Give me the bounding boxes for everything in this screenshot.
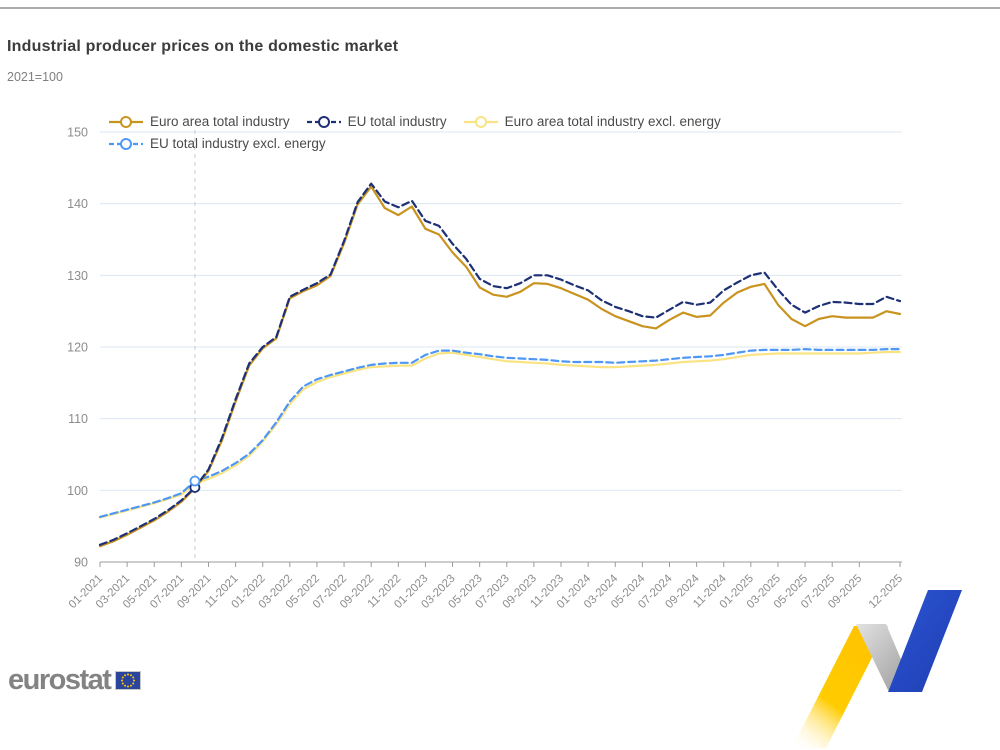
y-tick-label: 150: [67, 126, 88, 140]
y-tick-label: 100: [67, 484, 88, 498]
legend-label: Euro area total industry excl. energy: [504, 114, 721, 129]
legend-marker-icon: [109, 115, 143, 128]
legend-item-euro-area-total-industry-excl-energy[interactable]: Euro area total industry excl. energy: [463, 114, 721, 129]
eurostat-ribbon-graphic: [792, 590, 962, 748]
y-tick-label: 110: [68, 412, 88, 426]
eu-flag-icon: [115, 671, 142, 690]
series-line-eu-total-industry: [98, 182, 902, 546]
legend-label: Euro area total industry: [150, 114, 290, 129]
y-tick-label: 130: [67, 269, 88, 283]
top-divider: [0, 7, 1000, 9]
data-point-marker[interactable]: [189, 475, 201, 487]
legend-item-eu-total-industry-excl-energy[interactable]: EU total industry excl. energy: [108, 136, 326, 151]
series-line-eu-total-industry-excl-energy: [98, 348, 902, 519]
legend: Euro area total industry EU total industr…: [108, 114, 908, 151]
series-line-euro-area-total-industry: [98, 185, 902, 548]
legend-label: EU total industry excl. energy: [150, 136, 326, 151]
series-line-euro-area-total-industry-excl-energy: [98, 350, 902, 519]
legend-marker-icon: [463, 115, 498, 128]
chart-subtitle: 2021=100: [7, 70, 63, 84]
legend-marker-icon: [306, 115, 341, 128]
chart-title: Industrial producer prices on the domest…: [7, 38, 399, 55]
eurostat-logo-text: eurostat: [8, 664, 112, 696]
legend-label: EU total industry: [347, 114, 447, 129]
y-tick-label: 140: [67, 197, 88, 211]
y-tick-label: 90: [74, 556, 88, 570]
legend-item-euro-area-total-industry[interactable]: Euro area total industry: [108, 114, 290, 129]
legend-marker-icon: [109, 137, 143, 150]
y-tick-label: 120: [67, 341, 88, 355]
eurostat-logo: eurostat: [8, 664, 142, 697]
legend-item-eu-total-industry[interactable]: EU total industry: [306, 114, 447, 129]
